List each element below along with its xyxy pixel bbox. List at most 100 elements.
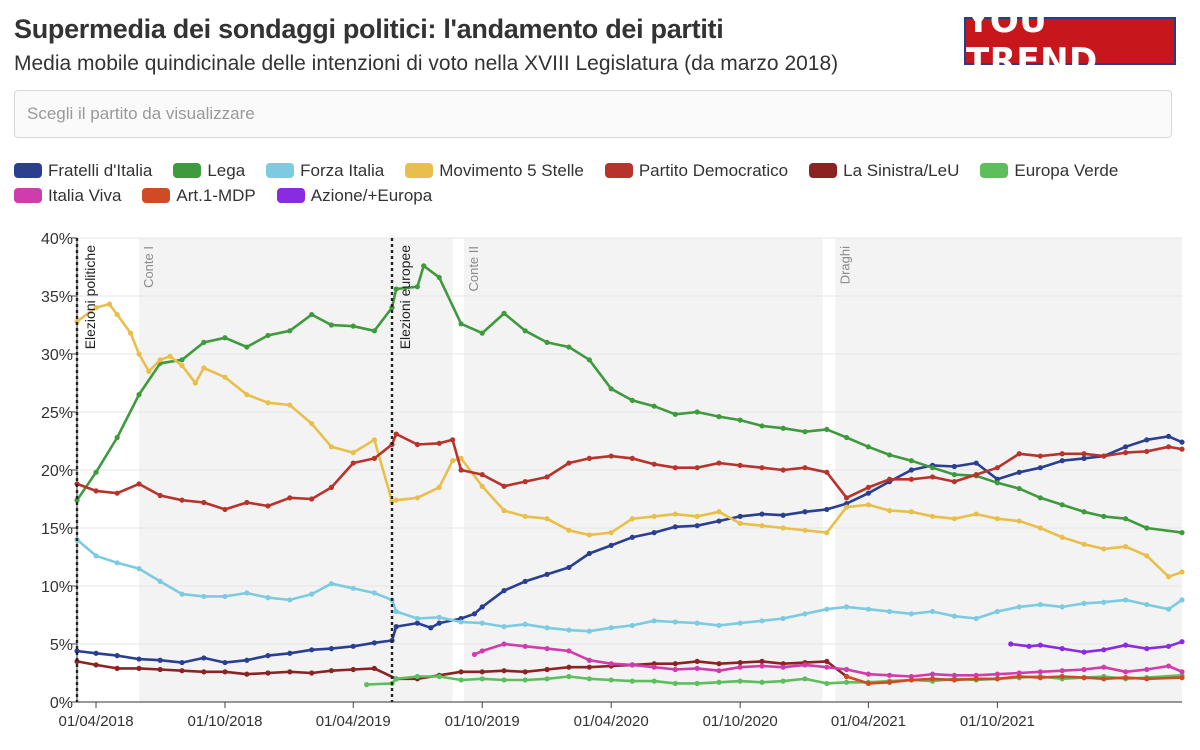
legend-item[interactable]: La Sinistra/LeU bbox=[809, 161, 959, 181]
data-point bbox=[994, 608, 1000, 615]
data-point bbox=[350, 460, 356, 466]
legend-swatch bbox=[14, 163, 42, 178]
data-point bbox=[694, 665, 700, 671]
legend-item[interactable]: Europa Verde bbox=[980, 161, 1118, 181]
data-point bbox=[586, 657, 592, 663]
legend-item[interactable]: Italia Viva bbox=[14, 186, 121, 206]
data-point bbox=[479, 330, 485, 336]
data-point bbox=[1016, 469, 1022, 475]
data-point bbox=[287, 495, 293, 501]
data-point bbox=[973, 615, 979, 622]
data-point bbox=[716, 668, 722, 674]
chart-legend: Fratelli d'Italia Lega Forza Italia Movimen… bbox=[14, 158, 1184, 208]
series-art-1-mdp bbox=[843, 673, 1185, 687]
data-point bbox=[393, 624, 399, 630]
y-tick-label: 35% bbox=[41, 289, 73, 306]
data-point bbox=[1059, 458, 1065, 464]
data-point bbox=[393, 676, 399, 682]
data-point bbox=[608, 530, 614, 536]
data-point bbox=[908, 467, 914, 473]
data-point bbox=[436, 274, 442, 281]
party-search-input[interactable] bbox=[14, 90, 1172, 138]
y-tick-label: 10% bbox=[41, 579, 73, 596]
data-point bbox=[802, 662, 808, 668]
data-point bbox=[244, 344, 250, 350]
x-tick-label: 01/04/2019 bbox=[316, 713, 391, 730]
series-line bbox=[76, 538, 1183, 633]
data-point bbox=[1026, 643, 1032, 649]
legend-swatch bbox=[276, 188, 305, 203]
legend-item[interactable]: Fratelli d'Italia bbox=[14, 161, 152, 181]
data-point bbox=[802, 429, 808, 435]
legend-item[interactable]: Azione/+Europa bbox=[276, 185, 433, 206]
data-point bbox=[222, 669, 228, 675]
legend-item[interactable]: Art.1-MDP bbox=[142, 186, 256, 206]
data-point bbox=[672, 680, 678, 687]
data-point bbox=[544, 666, 550, 673]
data-point bbox=[265, 653, 271, 659]
data-point bbox=[780, 512, 786, 518]
data-point bbox=[1166, 433, 1172, 439]
data-point bbox=[651, 530, 657, 536]
data-point bbox=[287, 402, 293, 408]
data-point bbox=[586, 357, 592, 363]
legend-item[interactable]: Lega bbox=[173, 161, 245, 181]
x-tick-label: 01/10/2021 bbox=[960, 713, 1035, 730]
data-point bbox=[179, 363, 185, 369]
data-point bbox=[74, 658, 80, 664]
data-point bbox=[522, 677, 528, 683]
data-point bbox=[1179, 675, 1185, 681]
data-point bbox=[1016, 604, 1022, 610]
legend-swatch bbox=[173, 163, 202, 178]
data-point bbox=[479, 676, 485, 682]
data-point bbox=[136, 566, 142, 572]
period-label: Conte II bbox=[466, 246, 481, 292]
legend-label: Europa Verde bbox=[1014, 160, 1119, 180]
data-point bbox=[157, 492, 163, 499]
data-point bbox=[886, 476, 893, 482]
data-point bbox=[544, 571, 550, 577]
legend-item[interactable]: Movimento 5 Stelle bbox=[405, 161, 584, 181]
data-point bbox=[309, 421, 315, 427]
data-point bbox=[994, 676, 1000, 682]
data-point bbox=[1123, 669, 1129, 675]
legend-item[interactable]: Partito Democratico bbox=[604, 161, 788, 181]
data-point bbox=[1179, 569, 1185, 575]
data-point bbox=[1059, 502, 1065, 508]
data-point bbox=[1144, 437, 1150, 443]
data-point bbox=[458, 619, 464, 625]
data-point bbox=[544, 625, 550, 631]
data-point bbox=[672, 661, 678, 667]
series-line bbox=[75, 264, 1183, 534]
data-point bbox=[522, 513, 528, 519]
data-point bbox=[114, 311, 120, 318]
data-point bbox=[136, 481, 142, 487]
data-point bbox=[1081, 451, 1087, 457]
data-point bbox=[694, 620, 700, 626]
data-point bbox=[737, 462, 743, 468]
legend-label: Azione/+Europa bbox=[310, 185, 433, 205]
data-point bbox=[371, 328, 377, 334]
data-point bbox=[629, 678, 635, 684]
data-point bbox=[865, 671, 871, 677]
data-point bbox=[458, 321, 464, 327]
data-point bbox=[192, 380, 198, 386]
data-point bbox=[716, 414, 722, 420]
youtrend-logo: YOU TREND bbox=[964, 1, 1176, 81]
data-point bbox=[951, 472, 957, 478]
data-point bbox=[414, 620, 420, 626]
data-point bbox=[1144, 666, 1150, 673]
data-point bbox=[1016, 673, 1022, 680]
data-point bbox=[566, 460, 572, 466]
data-point bbox=[201, 593, 207, 600]
data-point bbox=[843, 673, 850, 680]
data-point bbox=[586, 664, 592, 670]
data-point bbox=[1179, 439, 1185, 445]
legend-swatch bbox=[809, 163, 838, 178]
data-point bbox=[328, 484, 335, 490]
y-tick-label: 40% bbox=[41, 231, 73, 248]
legend-item[interactable]: Forza Italia bbox=[266, 161, 384, 181]
data-point bbox=[651, 678, 657, 684]
data-point bbox=[694, 680, 700, 687]
data-point bbox=[1037, 669, 1043, 675]
